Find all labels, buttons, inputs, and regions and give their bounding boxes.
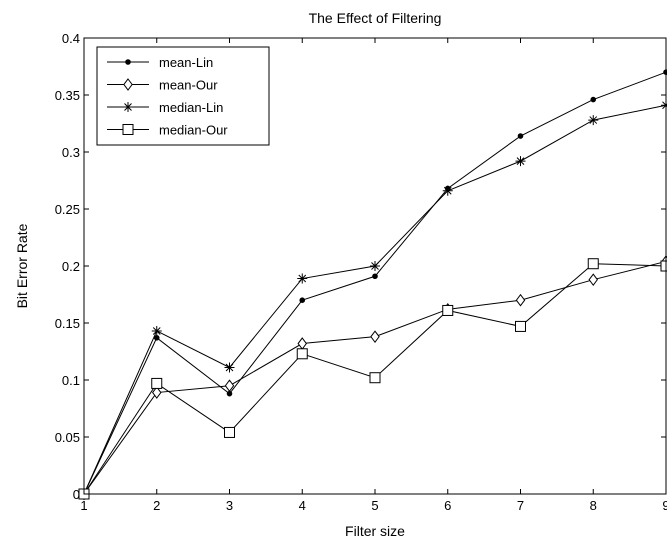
y-tick-label: 0.4 — [62, 31, 80, 46]
y-tick-label: 0.35 — [55, 88, 80, 103]
data-point-median-lin — [442, 185, 453, 196]
x-tick-label: 1 — [80, 498, 87, 513]
data-point-mean-our — [370, 330, 380, 344]
y-tick-label: 0.2 — [62, 259, 80, 274]
legend-label-median-lin: median-Lin — [159, 100, 223, 115]
x-tick-label: 8 — [590, 498, 597, 513]
data-point-median-lin — [515, 156, 526, 167]
data-point-median-our — [151, 377, 163, 389]
y-tick-label: 0.1 — [62, 373, 80, 388]
y-tick-label: 0.3 — [62, 145, 80, 160]
data-point-mean-lin — [590, 96, 597, 103]
y-tick-label: 0.15 — [55, 316, 80, 331]
data-point-median-our — [224, 426, 235, 438]
data-point-median-our — [442, 304, 454, 316]
x-tick-label: 4 — [299, 498, 306, 513]
data-point-mean-lin — [226, 390, 233, 397]
data-point-mean-lin — [153, 335, 160, 341]
y-axis-label: Bit Error Rate — [14, 223, 30, 308]
data-point-mean-our — [224, 379, 235, 393]
data-point-median-lin — [224, 362, 235, 373]
y-tick-label: 0 — [73, 487, 80, 502]
x-tick-label: 2 — [153, 498, 160, 513]
x-tick-label: 7 — [517, 498, 524, 513]
data-point-median-lin — [297, 273, 308, 284]
x-tick-label: 5 — [371, 498, 378, 513]
legend-marker-mean-our — [123, 78, 133, 91]
y-tick-label: 0.05 — [55, 430, 80, 445]
legend-label-mean-lin: mean-Lin — [159, 55, 213, 70]
data-point-mean-our — [588, 273, 598, 287]
data-point-mean-lin — [372, 273, 378, 280]
data-point-median-our — [587, 258, 599, 270]
data-point-median-our — [515, 320, 526, 332]
x-axis-label: Filter size — [345, 523, 405, 539]
legend: mean-Lin mean-Our median-Lin median-Our — [96, 46, 270, 146]
chart-title: The Effect of Filtering — [309, 10, 442, 26]
legend-label-median-our: median-Our — [159, 123, 228, 138]
legend-marker-median-our — [122, 124, 134, 135]
legend-label-mean-our: mean-Our — [159, 78, 218, 93]
y-tick-label: 0.25 — [55, 202, 80, 217]
data-point-mean-our — [152, 386, 162, 399]
data-point-mean-lin — [299, 297, 306, 304]
plot-frame — [83, 37, 667, 495]
legend-marker-mean-lin — [125, 59, 131, 65]
legend-marker-median-lin — [123, 102, 133, 112]
data-point-mean-our — [515, 293, 526, 307]
data-point-mean-lin — [517, 133, 524, 139]
data-point-median-lin — [151, 325, 162, 336]
data-point-median-our — [369, 372, 381, 384]
data-point-median-our — [296, 348, 308, 360]
x-tick-label: 9 — [662, 498, 667, 513]
x-tick-label: 6 — [444, 498, 451, 513]
x-tick-label: 3 — [226, 498, 233, 513]
data-point-median-lin — [370, 261, 380, 271]
data-point-median-lin — [588, 115, 599, 126]
